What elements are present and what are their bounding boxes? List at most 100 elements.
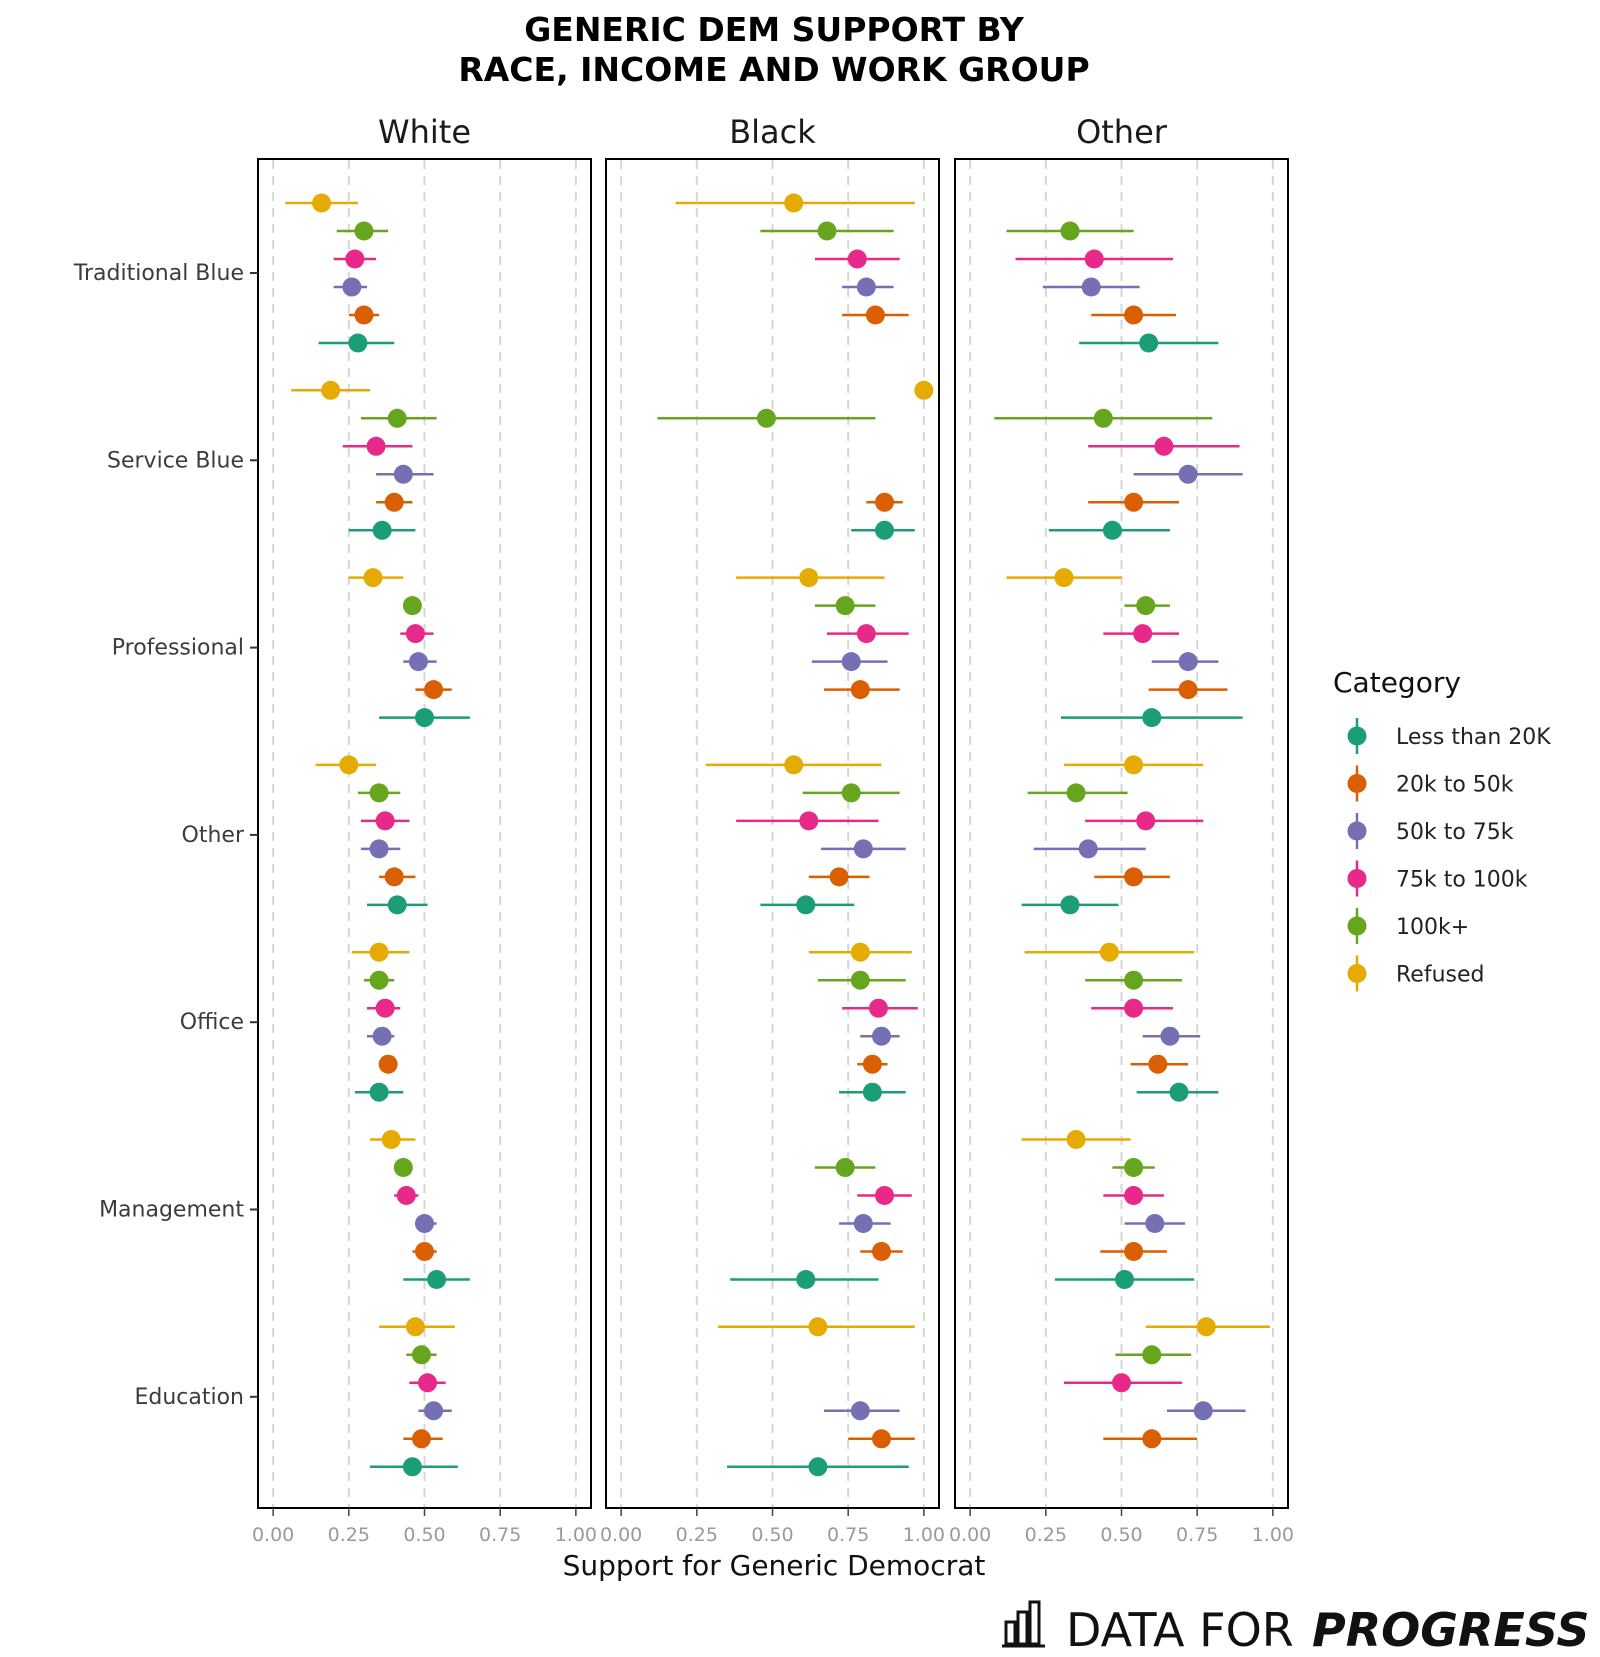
point-white-professional-20k-to-50k xyxy=(424,680,444,700)
point-black-office-20k-to-50k xyxy=(862,1054,882,1074)
point-black-traditional-blue-20k-to-50k xyxy=(865,305,885,325)
point-black-management-50k-to-75k xyxy=(853,1214,873,1233)
brand-logo: DATA FOR PROGRESS xyxy=(1002,1600,1589,1657)
point-black-service-blue-20k-to-50k xyxy=(875,492,895,512)
point-white-management-50k-to-75k xyxy=(415,1214,434,1233)
point-other-other-75k-to-100k xyxy=(1136,811,1156,831)
x-tick-label-other-1: 0.25 xyxy=(1025,1524,1067,1546)
point-black-service-blue-less-than-20k xyxy=(875,520,895,540)
x-tick-label-other-4: 1.00 xyxy=(1252,1524,1294,1546)
panel-other: Other 0.00 0.25 0.50 0.75 1.00 xyxy=(949,113,1294,1546)
point-other-office-20k-to-50k xyxy=(1148,1054,1168,1074)
point-white-education-50k-to-75k xyxy=(424,1401,444,1421)
y-tick-label-education: Education xyxy=(134,1385,244,1410)
point-white-other-50k-to-75k xyxy=(369,839,389,859)
point-white-education-less-than-20k xyxy=(402,1457,422,1477)
legend-key-dot-20k-to-50k xyxy=(1347,774,1367,793)
legend-label-100k: 100k+ xyxy=(1396,915,1469,940)
point-black-management-75k-to-100k xyxy=(875,1186,895,1205)
point-black-traditional-blue-refused xyxy=(784,193,804,213)
point-black-education-refused xyxy=(808,1317,828,1337)
point-other-traditional-blue-less-than-20k xyxy=(1139,333,1159,353)
x-tick-label-white-2: 0.50 xyxy=(403,1524,445,1546)
point-other-education-50k-to-75k xyxy=(1193,1401,1213,1421)
point-white-professional-50k-to-75k xyxy=(408,652,428,672)
legend-item-less-than-20k: Less than 20K xyxy=(1347,718,1551,754)
point-black-other-refused xyxy=(784,755,804,775)
point-black-education-20k-to-50k xyxy=(871,1429,891,1449)
point-black-education-less-than-20k xyxy=(808,1457,828,1477)
point-other-professional-20k-to-50k xyxy=(1178,680,1198,700)
legend-label-less-than-20k: Less than 20K xyxy=(1396,725,1551,750)
point-black-service-blue-refused xyxy=(914,380,934,400)
point-black-professional-refused xyxy=(799,568,819,588)
point-white-traditional-blue-refused xyxy=(312,193,332,213)
point-black-professional-50k-to-75k xyxy=(841,652,861,672)
legend-label-50k-to-75k: 50k to 75k xyxy=(1396,820,1514,845)
point-black-office-50k-to-75k xyxy=(871,1026,891,1046)
point-other-education-refused xyxy=(1196,1317,1216,1337)
point-black-professional-20k-to-50k xyxy=(850,680,870,700)
x-tick-label-black-1: 0.25 xyxy=(676,1524,718,1546)
bar-chart-logo-icon xyxy=(1002,1600,1045,1648)
point-white-management-100k xyxy=(393,1158,413,1177)
point-white-service-blue-less-than-20k xyxy=(372,520,392,540)
point-white-traditional-blue-100k xyxy=(354,221,374,241)
point-other-traditional-blue-75k-to-100k xyxy=(1084,249,1104,269)
point-other-service-blue-75k-to-100k xyxy=(1154,436,1174,456)
y-tick-label-service-blue: Service Blue xyxy=(107,448,244,473)
point-white-office-less-than-20k xyxy=(369,1082,389,1102)
legend-label-75k-to-100k: 75k to 100k xyxy=(1396,868,1528,893)
point-black-traditional-blue-100k xyxy=(817,221,837,241)
panel-title-black: Black xyxy=(729,113,816,151)
point-white-office-50k-to-75k xyxy=(372,1026,392,1046)
legend-item-20k-to-50k: 20k to 50k xyxy=(1347,765,1514,802)
x-axis-label: Support for Generic Democrat xyxy=(563,1549,986,1582)
point-black-other-20k-to-50k xyxy=(829,867,849,887)
x-tick-label-black-2: 0.50 xyxy=(751,1524,793,1546)
point-other-management-100k xyxy=(1124,1158,1144,1177)
y-axis: Traditional Blue Service Blue Professional… xyxy=(73,261,258,1410)
legend-key-dot-50k-to-75k xyxy=(1347,821,1367,841)
point-white-other-refused xyxy=(339,755,359,775)
point-other-office-50k-to-75k xyxy=(1160,1026,1180,1046)
point-white-management-refused xyxy=(381,1130,401,1149)
point-white-other-less-than-20k xyxy=(387,895,407,915)
point-black-professional-75k-to-100k xyxy=(856,624,876,644)
point-other-management-refused xyxy=(1066,1130,1086,1149)
point-white-management-20k-to-50k xyxy=(415,1242,434,1261)
point-white-other-75k-to-100k xyxy=(375,811,395,831)
point-white-office-75k-to-100k xyxy=(375,998,395,1018)
point-black-service-blue-100k xyxy=(756,408,776,428)
legend-item-50k-to-75k: 50k to 75k xyxy=(1347,813,1514,849)
point-other-office-less-than-20k xyxy=(1169,1082,1189,1102)
x-tick-label-white-4: 1.00 xyxy=(555,1524,597,1546)
legend-title: Category xyxy=(1333,666,1461,699)
point-other-other-20k-to-50k xyxy=(1124,867,1144,887)
panel-title-white: White xyxy=(378,113,471,151)
point-black-traditional-blue-50k-to-75k xyxy=(856,277,876,297)
point-white-education-75k-to-100k xyxy=(418,1373,438,1393)
point-black-other-less-than-20k xyxy=(796,895,816,915)
point-black-traditional-blue-75k-to-100k xyxy=(847,249,867,269)
y-tick-label-traditional-blue: Traditional Blue xyxy=(73,261,244,286)
point-white-education-refused xyxy=(405,1317,425,1337)
legend-key-dot-100k xyxy=(1347,916,1367,936)
point-other-professional-100k xyxy=(1136,596,1156,616)
point-other-management-20k-to-50k xyxy=(1124,1242,1144,1261)
point-white-other-100k xyxy=(369,783,389,803)
point-black-management-less-than-20k xyxy=(796,1270,816,1289)
point-other-traditional-blue-50k-to-75k xyxy=(1081,277,1101,297)
point-white-traditional-blue-50k-to-75k xyxy=(342,277,362,297)
legend-item-refused: Refused xyxy=(1347,955,1484,992)
point-white-education-100k xyxy=(411,1345,431,1365)
x-tick-label-white-3: 0.75 xyxy=(479,1524,521,1546)
x-tick-label-black-3: 0.75 xyxy=(827,1524,869,1546)
point-other-service-blue-50k-to-75k xyxy=(1178,464,1198,484)
legend-label-refused: Refused xyxy=(1396,963,1484,988)
panel-white: White 0.00 0.25 0.50 0.75 1.00 xyxy=(252,113,597,1546)
point-white-traditional-blue-less-than-20k xyxy=(348,333,368,353)
legend-item-75k-to-100k: 75k to 100k xyxy=(1347,860,1528,897)
